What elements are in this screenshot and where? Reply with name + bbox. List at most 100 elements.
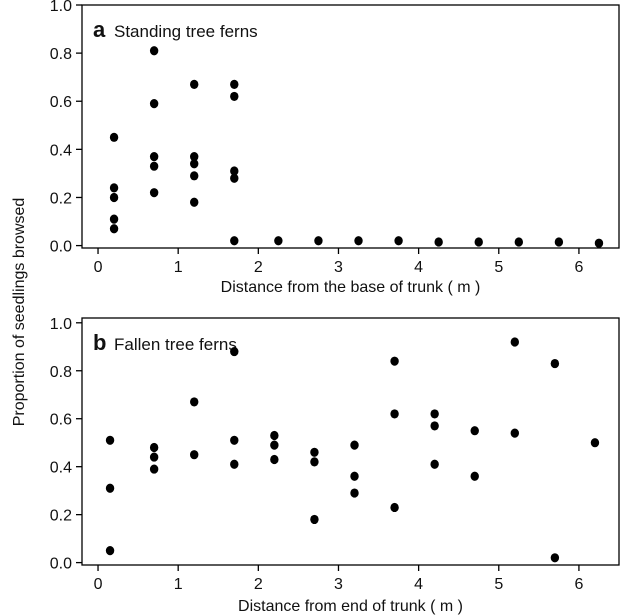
y-tick-label: 0.2 <box>50 508 72 525</box>
data-point <box>149 46 159 56</box>
x-tick-label: 0 <box>94 576 103 593</box>
x-tick-label: 3 <box>334 259 343 276</box>
data-point <box>550 553 560 563</box>
data-point <box>149 188 159 198</box>
data-point <box>550 358 560 369</box>
data-point <box>430 421 439 431</box>
x-tick-label: 1 <box>174 576 183 593</box>
data-point <box>270 454 279 465</box>
y-tick-label: 0.6 <box>50 412 72 429</box>
data-point <box>470 426 479 436</box>
data-point <box>230 459 239 469</box>
y-tick-label: 0.0 <box>50 239 72 256</box>
plot-frame <box>81 317 620 566</box>
data-point <box>149 442 159 453</box>
data-point <box>390 356 399 366</box>
y-tick-label: 0.4 <box>50 142 72 159</box>
x-tick-label: 3 <box>334 576 343 593</box>
x-tick-label: 4 <box>414 576 423 593</box>
data-point <box>350 488 359 498</box>
panel-b: 0 1 2 3 4 5 6 0.0 0.2 0.4 0.6 0.8 1.0 Distance from e… <box>50 316 620 615</box>
data-point <box>230 91 239 102</box>
data-point <box>510 337 520 347</box>
x-tick-label: 6 <box>574 576 583 593</box>
data-point <box>310 514 319 525</box>
data-point <box>230 173 239 183</box>
data-point <box>594 238 604 248</box>
data-point <box>190 171 199 181</box>
panel-title: Fallen tree ferns <box>114 335 237 354</box>
x-tick-label: 2 <box>254 259 263 276</box>
data-point <box>105 483 115 493</box>
data-point <box>274 236 283 246</box>
data-point <box>190 151 199 162</box>
data-point <box>149 151 159 162</box>
data-point <box>190 397 199 407</box>
x-tick-label: 0 <box>94 259 103 276</box>
y-tick-label: 0.8 <box>50 364 72 381</box>
data-point <box>109 224 119 234</box>
data-point <box>190 159 199 169</box>
data-point <box>350 440 359 450</box>
data-point <box>390 409 399 419</box>
y-tick-label: 0.2 <box>50 190 72 207</box>
x-axis-title: Distance from the base of trunk ( m ) <box>221 279 481 296</box>
data-point <box>314 236 323 246</box>
data-point <box>430 459 439 469</box>
y-tick-label: 1.0 <box>50 0 72 15</box>
data-point <box>109 132 119 142</box>
x-tick-label: 1 <box>174 259 183 276</box>
y-tick-label: 0.6 <box>50 94 72 111</box>
panel-letter: b <box>93 330 106 355</box>
data-point <box>190 197 199 207</box>
data-point <box>149 464 159 474</box>
panels: 0 1 2 3 4 5 6 0.0 0.2 0.4 0.6 0.8 1.0 Distance from t… <box>50 0 620 615</box>
data-point <box>310 457 319 467</box>
panel-letter: a <box>93 17 106 42</box>
panel-title: Standing tree ferns <box>114 22 258 41</box>
x-axis-title: Distance from end of trunk ( m ) <box>238 598 463 615</box>
panel-a: 0 1 2 3 4 5 6 0.0 0.2 0.4 0.6 0.8 1.0 Distance from t… <box>50 0 620 296</box>
data-point <box>190 79 199 89</box>
data-point <box>590 438 600 448</box>
data-point <box>190 450 199 460</box>
y-tick-label: 0.4 <box>50 460 72 477</box>
data-point <box>354 236 363 246</box>
data-point <box>390 502 399 513</box>
data-point <box>350 471 359 481</box>
data-point <box>270 430 279 441</box>
data-point <box>474 237 483 247</box>
data-point <box>510 428 520 438</box>
y-tick-label: 0.0 <box>50 556 72 573</box>
data-point <box>105 546 115 556</box>
data-point <box>270 440 279 450</box>
data-point <box>109 192 119 203</box>
x-tick-label: 6 <box>574 259 583 276</box>
data-point <box>394 236 403 246</box>
data-point <box>230 166 239 176</box>
data-point <box>109 183 119 193</box>
data-point <box>434 237 443 247</box>
x-tick-label: 2 <box>254 576 263 593</box>
data-point <box>230 435 239 445</box>
plot-frame <box>81 4 620 249</box>
data-point <box>149 99 159 109</box>
data-point <box>109 214 119 224</box>
y-tick-label: 1.0 <box>50 316 72 333</box>
data-point <box>310 447 319 457</box>
data-point <box>554 237 564 247</box>
x-tick-label: 5 <box>494 259 503 276</box>
data-point <box>230 79 239 89</box>
data-point <box>105 435 115 445</box>
x-tick-label: 5 <box>494 576 503 593</box>
data-point <box>230 346 239 357</box>
data-point <box>230 236 239 246</box>
y-tick-label: 0.8 <box>50 46 72 63</box>
data-point <box>430 409 439 419</box>
data-point <box>149 161 159 171</box>
x-tick-label: 4 <box>414 259 423 276</box>
shared-y-axis-title: Proportion of seedlings browsed <box>11 198 28 427</box>
data-point <box>149 452 159 462</box>
data-point <box>470 471 479 481</box>
